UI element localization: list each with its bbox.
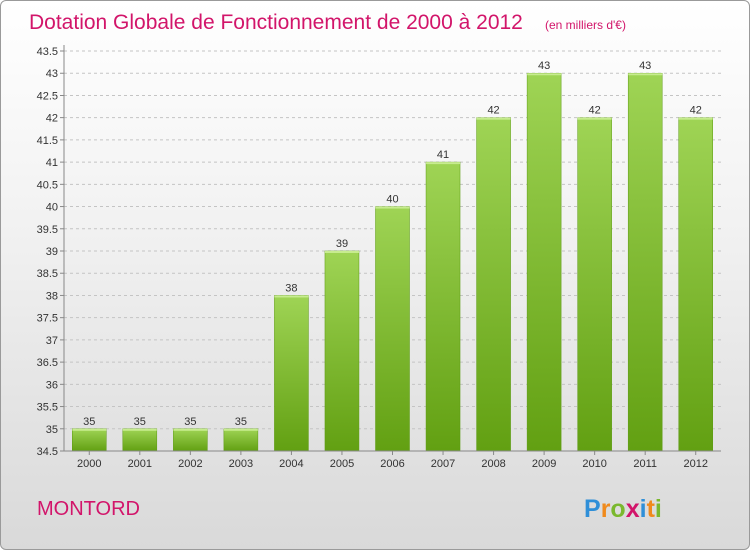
x-tick-label: 2008: [481, 458, 505, 470]
bar-highlight: [628, 73, 663, 76]
y-tick-label: 41.5: [37, 135, 58, 147]
logo-letter: P: [584, 495, 601, 523]
data-labels: 35 35 35 35 38 39 40 41 42 43 42 43 42: [83, 60, 702, 428]
y-tick-label: 38: [46, 290, 58, 302]
x-tick-label: 2004: [279, 458, 303, 470]
y-tick-label: 40.5: [37, 179, 58, 191]
logo-letter: x: [626, 495, 640, 523]
y-tick-label: 42.5: [37, 90, 58, 102]
bar: [324, 250, 360, 452]
data-label: 40: [386, 194, 398, 206]
bar: [425, 161, 461, 452]
bar: [223, 428, 259, 452]
y-tick-label: 39: [46, 246, 58, 258]
bar: [577, 117, 612, 452]
y-tick-label: 39.5: [37, 224, 58, 236]
y-tick-label: 36.5: [37, 357, 58, 369]
x-axis-ticks: 2000 2001 2002 2003 2004 2005 2006 2007 2008 2009…: [77, 451, 708, 470]
data-label: 42: [690, 105, 702, 117]
bar: [122, 428, 158, 452]
bars: [72, 72, 713, 452]
y-tick-label: 35: [46, 424, 58, 436]
data-label: 41: [437, 149, 449, 161]
y-tick-label: 43: [46, 68, 58, 80]
data-label: 43: [538, 60, 550, 72]
y-tick-label: 43.5: [37, 46, 58, 58]
bar-highlight: [324, 251, 359, 253]
data-label: 43: [639, 60, 651, 72]
bar: [173, 428, 208, 452]
bar-highlight: [122, 428, 157, 431]
x-tick-label: 2010: [582, 458, 606, 470]
chart-subtitle: (en milliers d'€): [545, 18, 626, 32]
place-name: MONTORD: [37, 498, 140, 520]
data-label: 38: [285, 282, 297, 294]
y-tick-label: 37: [46, 335, 58, 347]
x-tick-label: 2007: [431, 458, 455, 470]
y-tick-label: 36: [46, 379, 58, 391]
y-tick-label: 42: [46, 113, 58, 125]
bar: [678, 117, 713, 452]
logo-letter: r: [601, 495, 611, 523]
bar: [627, 72, 663, 452]
data-label: 35: [235, 416, 247, 428]
logo-letter: i: [655, 495, 662, 523]
y-tick-label: 38.5: [37, 268, 58, 280]
bar-highlight: [476, 117, 511, 120]
x-tick-label: 2002: [178, 458, 202, 470]
bar-highlight: [678, 117, 713, 120]
data-label: 42: [589, 105, 601, 117]
y-tick-label: 34.5: [37, 446, 58, 458]
bar-highlight: [577, 117, 612, 120]
y-tick-label: 41: [46, 157, 58, 169]
logo-letter: t: [647, 495, 656, 523]
y-tick-label: 40: [46, 202, 58, 214]
x-tick-label: 2009: [532, 458, 556, 470]
bar: [526, 72, 562, 452]
logo-letter: i: [640, 495, 647, 523]
bar: [476, 117, 511, 452]
y-tick-label: 37.5: [37, 313, 58, 325]
y-axis-ticks: 34.5 35 35.5 36 36.5 37 37.5 38 38.5 39 39.5 40 40.5…: [37, 46, 64, 458]
bar-highlight: [72, 428, 107, 431]
bar-highlight: [426, 162, 461, 165]
logo-letter: o: [610, 495, 625, 523]
data-label: 35: [134, 416, 146, 428]
bar-highlight: [375, 206, 410, 209]
x-tick-label: 2003: [229, 458, 253, 470]
bar-highlight: [527, 73, 562, 76]
data-label: 35: [184, 416, 196, 428]
proxiti-logo: Proxiti: [584, 495, 662, 523]
x-tick-label: 2006: [380, 458, 404, 470]
y-tick-label: 35.5: [37, 402, 58, 414]
x-tick-label: 2001: [128, 458, 152, 470]
bar-highlight: [274, 295, 309, 298]
bar: [274, 295, 309, 452]
x-tick-label: 2005: [330, 458, 354, 470]
chart-title: Dotation Globale de Fonctionnement de 20…: [29, 11, 523, 34]
bar-highlight: [173, 428, 208, 431]
x-tick-label: 2000: [77, 458, 101, 470]
data-label: 35: [83, 416, 95, 428]
x-tick-label: 2012: [683, 458, 707, 470]
data-label: 39: [336, 238, 348, 250]
bar: [375, 206, 410, 452]
bar-highlight: [223, 428, 258, 431]
bar: [72, 428, 107, 452]
data-label: 42: [487, 105, 499, 117]
x-tick-label: 2011: [633, 458, 657, 470]
